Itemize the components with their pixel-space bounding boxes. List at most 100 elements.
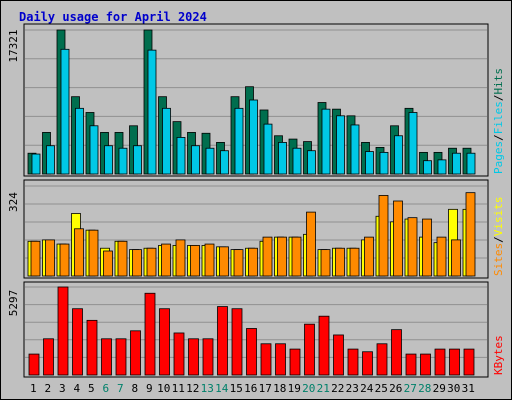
files-bar [191,145,200,175]
kbytes-bar [260,343,272,376]
x-tick-label: 14 [215,382,229,395]
kbytes-bar [304,323,315,376]
sites-bar [335,247,345,277]
files-bar [379,151,389,175]
x-tick-label: 2 [44,382,51,395]
kbytes-bar [318,315,330,376]
kbytes-bar [463,348,475,376]
files-bar [336,115,345,175]
sites-bar [233,249,244,277]
kbytes-bar [391,329,402,376]
sites-bar [103,250,113,277]
y-max-label: 5297 [7,290,20,317]
sites-bar [146,247,157,277]
x-tick-label: 12 [186,382,199,395]
kbytes-bar [217,306,228,376]
legend: Pages/Files/Hits [492,68,505,174]
legend-separator: / [492,134,505,141]
files-bar [394,135,403,175]
x-tick-label: 20 [302,382,315,395]
files-bar [437,159,447,175]
files-bar [466,152,476,175]
files-bar [423,160,432,175]
kbytes-bar [246,328,257,376]
kbytes-bar [449,348,460,376]
sites-bar [190,245,200,277]
sites-bar [378,195,389,277]
files-bar [162,107,171,175]
sites-bar [320,249,331,277]
kbytes-bar [188,338,199,376]
sites-bar [30,240,41,277]
files-bar [249,99,258,175]
kbytes-bar [376,343,388,376]
sites-bar [465,192,476,277]
legend-hits: Hits [492,68,505,95]
x-tick-label: 9 [146,382,153,395]
x-tick-label: 10 [157,382,170,395]
files-bar [176,137,186,175]
kbytes-bar [362,351,373,376]
sites-bar [219,246,229,277]
sites-bar [451,239,461,277]
x-tick-label: 4 [73,382,80,395]
x-tick-label: 30 [447,382,460,395]
legend-separator: / [492,236,505,243]
x-tick-label: 19 [288,382,301,395]
files-bar [365,151,374,175]
kbytes-bar [405,353,417,376]
files-bar [321,108,331,175]
x-tick-label: 22 [331,382,344,395]
kbytes-bar [57,286,69,376]
kbytes-bar [434,348,446,376]
kbytes-bar [130,330,141,376]
y-max-label: 324 [7,192,20,212]
x-tick-label: 31 [462,382,475,395]
kbytes-bar [115,338,127,376]
files-bar [118,147,128,175]
files-bar [75,107,84,175]
legend-sites: Sites [492,243,505,276]
files-bar [307,150,316,175]
kbytes-bar [289,348,301,376]
sites-bar [45,239,55,277]
files-bar [104,145,113,175]
kbytes-bar [275,343,286,376]
sites-bar [349,247,360,277]
x-tick-label: 25 [375,382,388,395]
files-bar [350,124,360,175]
sites-bar [364,236,374,277]
files-bar [234,107,244,175]
sites-bar [393,200,403,277]
kbytes-bar [72,308,83,376]
files-bar [263,123,273,175]
sites-bar [175,239,186,277]
sites-bar [277,236,287,277]
sites-bar [88,229,99,277]
kbytes-bar [347,348,359,376]
x-tick-label: 26 [389,382,402,395]
sites-bar [132,249,142,277]
kbytes-bar [420,353,431,376]
x-tick-label: 3 [59,382,66,395]
files-bar [408,112,418,175]
x-tick-label: 18 [273,382,286,395]
files-bar [89,125,99,175]
legend-pages: Pages [492,141,505,174]
x-tick-label: 27 [404,382,417,395]
x-tick-label: 15 [230,382,243,395]
kbytes-bar [159,308,170,376]
x-tick-label: 16 [244,382,257,395]
files-bar [220,150,229,175]
legend-separator: / [492,95,505,102]
sites-bar [422,218,432,277]
kbytes-bar [144,292,156,376]
kbytes-bar [173,332,185,376]
sites-bar [59,243,70,277]
kbytes-bar [28,353,40,376]
sites-bar [306,211,316,277]
kbytes-bar [231,308,243,376]
sites-bar [436,236,447,277]
legend-visits: Visits [492,197,505,237]
